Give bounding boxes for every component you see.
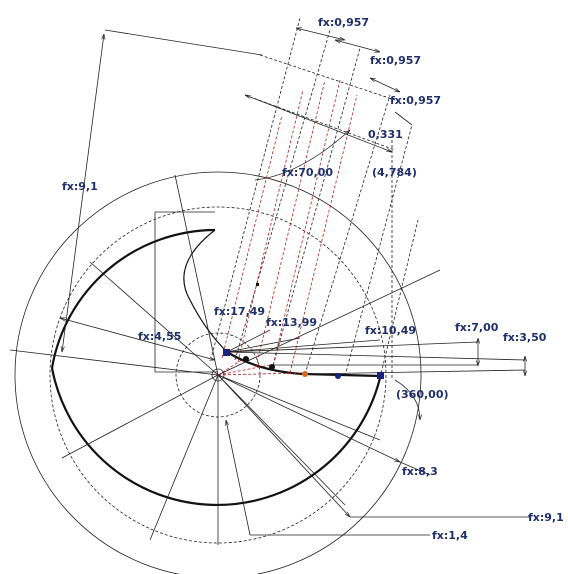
dim-1399-label[interactable]: fx:13,99 [266, 316, 317, 329]
dim-0957-a-label[interactable]: fx:0,957 [318, 16, 369, 29]
dim-0957-a-line [296, 28, 345, 40]
radial-lines [61, 174, 441, 541]
dim-83-label[interactable]: fx:8,3 [402, 465, 438, 478]
dim-0957-b-line [335, 40, 380, 52]
dim-455-line [60, 318, 215, 360]
dim-91-right-label[interactable]: fx:9,1 [528, 511, 564, 524]
scroll-profile[interactable] [50, 228, 216, 369]
dim-0957-c-label[interactable]: fx:0,957 [390, 94, 441, 107]
dim-70-label[interactable]: fx:70,00 [282, 166, 333, 179]
dim-0331-line [394, 111, 413, 126]
dim-0957-b-label[interactable]: fx:0,957 [370, 54, 421, 67]
dim-0331-label[interactable]: 0,331 [368, 128, 403, 141]
dim-0957-c-line [370, 78, 400, 92]
dim-1749-label[interactable]: fx:17,49 [214, 305, 265, 318]
dim-360-arc [394, 379, 420, 420]
dim-455-label[interactable]: fx:4,55 [138, 330, 181, 343]
dim-360-label[interactable]: (360,00) [396, 388, 449, 401]
red-construction [217, 79, 358, 376]
construction-circle [49, 206, 387, 544]
dim-350-label[interactable]: fx:3,50 [503, 331, 547, 344]
angle-fan [226, 329, 526, 375]
vane-points[interactable] [223, 349, 384, 379]
dim-4784-label[interactable]: (4,784) [372, 166, 417, 179]
outer-circle[interactable] [14, 171, 422, 574]
dim-4784-line [245, 95, 392, 152]
small-marker [256, 283, 259, 286]
dim-91-right-line [217, 374, 350, 517]
dim-700-label[interactable]: fx:7,00 [455, 321, 499, 334]
dim-91-left-label[interactable]: fx:9,1 [62, 180, 98, 193]
dim-91-line [62, 34, 104, 352]
scroll-profile-bottom[interactable] [50, 367, 382, 507]
dim-1049-label[interactable]: fx:10,49 [365, 324, 416, 337]
dim-83-line [217, 374, 400, 462]
horizontal-axis [9, 349, 219, 376]
dim-14-line [226, 420, 251, 536]
upper-construction [211, 17, 419, 380]
dim-91-extension-top [104, 29, 263, 56]
inner-arc[interactable] [183, 229, 228, 353]
dim-14-label[interactable]: fx:1,4 [432, 529, 468, 542]
dim-83-leader [399, 461, 431, 476]
